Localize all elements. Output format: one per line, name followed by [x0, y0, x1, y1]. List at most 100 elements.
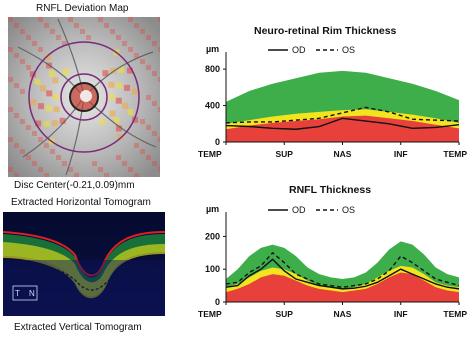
deviation-cell	[122, 41, 127, 46]
deviation-cell	[20, 149, 25, 154]
deviation-cell	[39, 85, 46, 92]
deviation-cell	[146, 65, 151, 70]
deviation-cell	[158, 17, 160, 22]
deviation-cell	[34, 78, 41, 85]
deviation-cell	[115, 125, 122, 132]
deviation-cell	[146, 35, 151, 40]
deviation-cell	[152, 71, 157, 76]
deviation-cell	[104, 173, 109, 177]
rnfl-x-tick-label: TEMP	[443, 309, 467, 319]
rim-y-tick-label: 0	[215, 137, 220, 147]
rim-legend-os-label: OS	[342, 45, 355, 55]
deviation-cell	[68, 167, 73, 172]
deviation-overlay	[8, 17, 160, 177]
deviation-cell	[134, 53, 139, 58]
deviation-cell	[128, 17, 133, 22]
deviation-cell	[152, 131, 157, 136]
rnfl-x-tick-label: NAS	[334, 309, 352, 319]
ilm-boundary	[3, 231, 165, 277]
deviation-cell	[8, 17, 13, 22]
rim-abnormal-band	[226, 115, 459, 142]
horizontal-tomogram: T N	[3, 212, 165, 316]
rim-series-os	[225, 106, 460, 124]
deviation-cell	[56, 155, 61, 160]
rnfl-thickness-chart: µm 0 100 200 TEMP SUP NAS INF TEMP OD OS	[198, 204, 467, 319]
deviation-cell	[26, 35, 31, 40]
deviation-cell	[124, 84, 131, 91]
deviation-cell	[116, 155, 121, 160]
deviation-cell	[152, 41, 157, 46]
rnfl-y-tick-label: 200	[205, 231, 220, 241]
disc-center-label: Disc Center(-0.21,0.09)mm	[14, 180, 135, 191]
deviation-cell	[140, 119, 145, 124]
deviation-cell	[50, 29, 55, 34]
rim-y-tick-label: 400	[205, 101, 220, 111]
deviation-cell	[8, 77, 13, 82]
inner-scan-circle	[60, 73, 108, 121]
deviation-cell	[98, 167, 103, 172]
disc-margin	[69, 82, 99, 112]
deviation-cell	[74, 23, 79, 28]
vertical-tomogram-title: Extracted Vertical Tomogram	[14, 322, 142, 333]
deviation-cell	[14, 113, 19, 118]
deviation-cell	[26, 125, 31, 130]
deviation-cell	[117, 134, 124, 141]
deviation-cell	[98, 17, 103, 22]
deviation-cell	[158, 167, 160, 172]
deviation-cell	[80, 29, 85, 34]
deviation-cell	[20, 89, 25, 94]
rim-y-unit-label: µm	[206, 44, 219, 54]
deviation-cell	[44, 143, 49, 148]
deviation-cell	[92, 161, 97, 166]
deviation-cell	[128, 167, 133, 172]
deviation-cell	[115, 97, 122, 104]
deviation-cell	[146, 125, 151, 130]
rim-x-tick-label: TEMP	[443, 149, 467, 159]
deviation-cell	[131, 88, 138, 95]
rnfl-abnormal-band	[226, 272, 459, 302]
retinal-layer-yellow	[3, 242, 165, 299]
deviation-cell	[20, 119, 25, 124]
rim-x-tick-label: NAS	[334, 149, 352, 159]
deviation-cell	[26, 155, 31, 160]
deviation-cell	[53, 106, 60, 113]
rim-series-od	[225, 117, 460, 130]
deviation-cell	[140, 59, 145, 64]
deviation-cell	[46, 90, 53, 97]
rim-x-tick-label: INF	[394, 149, 408, 159]
rnfl-y-tick-label: 100	[205, 264, 220, 274]
deviation-cell	[110, 29, 115, 34]
deviation-cell	[127, 109, 134, 116]
deviation-cell	[52, 77, 59, 84]
rnfl-legend-os-label: OS	[342, 205, 355, 215]
rnfl-series-od	[225, 258, 460, 290]
rim-chart-title: Neuro-retinal Rim Thickness	[254, 25, 397, 37]
deviation-cell	[109, 94, 115, 100]
deviation-cell	[38, 167, 43, 172]
outer-scan-circle	[28, 41, 140, 153]
deviation-cell	[14, 83, 19, 88]
deviation-cell	[38, 137, 43, 142]
choroid-region	[3, 260, 165, 316]
deviation-cell	[158, 137, 160, 142]
deviation-cell	[74, 173, 79, 177]
rnfl-y-unit-label: µm	[206, 204, 219, 214]
deviation-cell	[140, 149, 145, 154]
rim-legend-od-label: OD	[292, 45, 306, 55]
deviation-cell	[158, 77, 160, 82]
deviation-cell	[32, 161, 37, 166]
deviation-cell	[158, 47, 160, 52]
deviation-cell	[32, 131, 37, 136]
deviation-cell	[53, 94, 59, 100]
deviation-cell	[14, 23, 19, 28]
deviation-cell	[126, 67, 133, 74]
rnfl-x-tick-label: SUP	[276, 309, 294, 319]
deviation-cell	[14, 53, 19, 58]
deviation-cell	[45, 105, 52, 112]
deviation-cell	[14, 143, 19, 148]
deviation-cell	[29, 71, 36, 78]
deviation-cell	[152, 161, 157, 166]
deviation-cell	[56, 35, 61, 40]
deviation-cell	[86, 35, 91, 40]
deviation-cell	[134, 173, 139, 177]
